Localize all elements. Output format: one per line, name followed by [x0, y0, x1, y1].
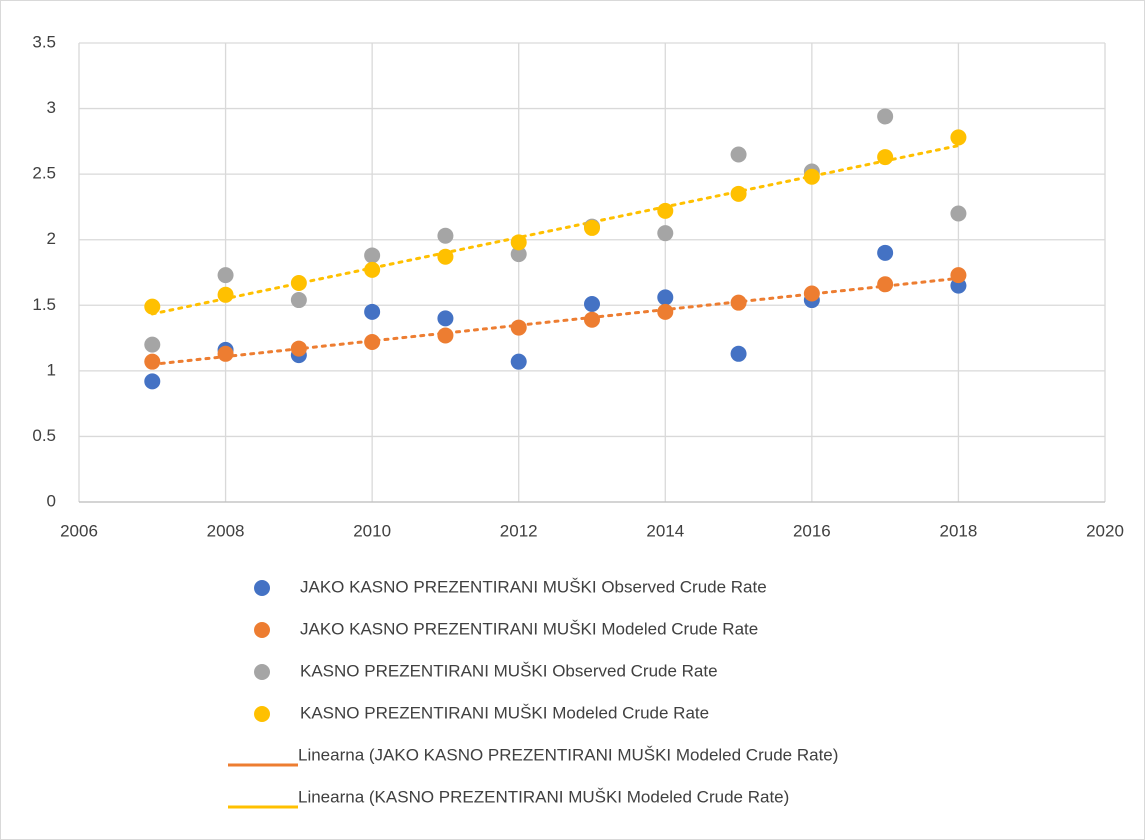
point	[584, 311, 600, 328]
point	[217, 345, 234, 362]
point	[803, 285, 820, 302]
point	[584, 219, 600, 236]
trendline	[150, 276, 960, 366]
point	[144, 373, 161, 390]
point	[950, 267, 967, 284]
point	[877, 149, 894, 166]
point	[144, 298, 161, 315]
point	[510, 246, 527, 263]
point	[877, 276, 894, 293]
point	[657, 202, 674, 219]
point	[657, 225, 674, 242]
point	[290, 292, 307, 309]
legend-label: JAKO KASNO PREZENTIRANI MUŠKI Modeled Cr…	[300, 619, 758, 638]
legend-label: KASNO PREZENTIRANI MUŠKI Modeled Crude R…	[300, 703, 709, 722]
point	[950, 205, 967, 222]
x-tick-label: 2018	[940, 521, 978, 540]
point	[730, 146, 747, 163]
legend-label: KASNO PREZENTIRANI MUŠKI Observed Crude …	[300, 661, 718, 680]
y-tick-label: 1	[47, 360, 56, 379]
x-tick-label: 2016	[793, 521, 831, 540]
point	[437, 310, 454, 327]
point	[877, 108, 894, 125]
point	[437, 327, 454, 344]
point	[510, 353, 527, 370]
point	[144, 336, 161, 353]
x-tick-label: 2014	[646, 521, 684, 540]
point	[803, 168, 820, 185]
point	[217, 267, 234, 284]
point	[510, 319, 527, 336]
point	[437, 227, 454, 244]
point	[144, 353, 161, 370]
x-tick-label: 2020	[1086, 521, 1124, 540]
trendline	[150, 144, 960, 316]
y-tick-label: 2	[47, 229, 56, 248]
legend-marker	[254, 622, 270, 638]
point	[950, 129, 967, 146]
y-tick-label: 1.5	[32, 295, 56, 314]
point	[657, 303, 674, 320]
point	[584, 295, 600, 312]
x-tick-label: 2010	[353, 521, 391, 540]
point	[657, 289, 674, 306]
point	[217, 286, 234, 303]
y-tick-label: 2.5	[32, 164, 56, 183]
y-tick-label: 0.5	[32, 426, 56, 445]
point	[364, 303, 381, 320]
point	[437, 248, 454, 265]
legend-marker	[254, 664, 270, 680]
x-tick-label: 2008	[207, 521, 245, 540]
point	[877, 244, 894, 261]
legend-marker	[254, 580, 270, 596]
point	[730, 345, 747, 362]
x-tick-label: 2006	[60, 521, 98, 540]
y-tick-label: 3	[47, 98, 56, 117]
point	[730, 185, 747, 202]
point	[510, 234, 527, 251]
y-tick-label: 0	[47, 491, 56, 510]
point	[290, 340, 307, 357]
y-tick-label: 3.5	[32, 32, 56, 51]
point	[364, 247, 381, 264]
point	[730, 294, 747, 311]
legend-marker	[254, 706, 270, 722]
point	[364, 261, 381, 278]
legend-label: Linearna (KASNO PREZENTIRANI MUŠKI Model…	[298, 787, 789, 806]
legend-label: Linearna (JAKO KASNO PREZENTIRANI MUŠKI …	[298, 745, 838, 764]
legend-label: JAKO KASNO PREZENTIRANI MUŠKI Observed C…	[300, 577, 767, 596]
point	[364, 334, 381, 351]
x-tick-label: 2012	[500, 521, 538, 540]
point	[290, 274, 307, 291]
